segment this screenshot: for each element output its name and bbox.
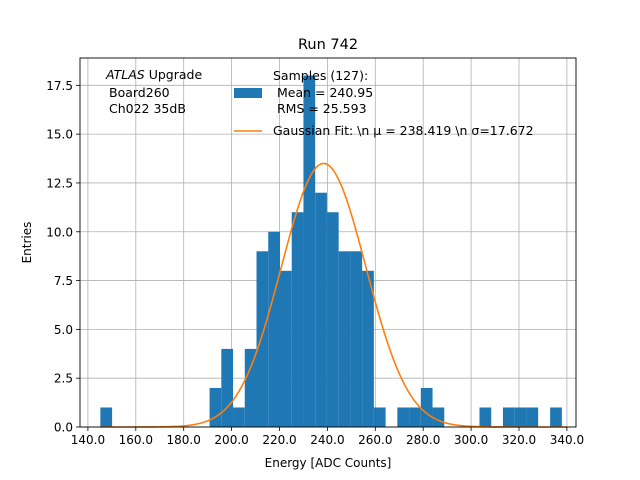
histogram-bar: [502, 407, 515, 427]
x-tick-label: 300.0: [454, 433, 488, 447]
y-axis-ticks: 0.0 2.5 5.0 7.5 10.0 12.5 15.0 17.5: [46, 79, 80, 435]
histogram-bar: [514, 407, 527, 427]
x-tick-label: 180.0: [167, 433, 201, 447]
histogram-bar: [338, 251, 351, 427]
y-tick-label: 17.5: [46, 79, 73, 93]
histogram-bar: [279, 270, 292, 427]
legend-hist-mean: Mean = 240.95: [273, 85, 373, 100]
histogram-bar: [315, 192, 327, 427]
upgrade-label: Upgrade: [145, 67, 203, 82]
histogram-bar: [526, 407, 539, 427]
histogram-bar: [550, 407, 562, 427]
x-axis-label: Energy [ADC Counts]: [265, 456, 392, 470]
histogram-bar: [420, 387, 433, 427]
histogram-bar: [244, 348, 257, 427]
histogram-bar: [268, 231, 280, 427]
y-axis-label: Entries: [20, 222, 34, 264]
x-tick-label: 340.0: [550, 433, 584, 447]
atlas-label-line: ATLAS Upgrade: [105, 67, 202, 82]
histogram-bar: [100, 407, 113, 427]
axes-frame: [79, 57, 577, 428]
histogram-bar: [233, 407, 245, 427]
histogram-bar: [479, 407, 492, 427]
histogram-bar: [409, 407, 421, 427]
y-tick-label: 7.5: [54, 274, 73, 288]
histogram-bar: [362, 270, 374, 427]
y-tick-label: 12.5: [46, 176, 73, 190]
histogram-bar: [432, 407, 445, 427]
legend-hist-swatch: [234, 88, 262, 98]
x-tick-label: 200.0: [214, 433, 248, 447]
x-tick-label: 160.0: [119, 433, 153, 447]
histogram-bar: [209, 387, 222, 427]
legend-fit-label: Gaussian Fit: \n μ = 238.419 \n σ=17.672: [273, 123, 534, 138]
y-tick-label: 10.0: [46, 225, 73, 239]
x-tick-label: 280.0: [406, 433, 440, 447]
histogram-bar: [397, 407, 410, 427]
legend: Samples (127): Mean = 240.95 RMS = 25.59…: [234, 68, 534, 138]
legend-hist-rms: RMS = 25.593: [273, 101, 367, 116]
histogram-bar: [326, 212, 339, 427]
atlas-label: ATLAS: [105, 67, 145, 82]
y-tick-label: 0.0: [54, 421, 73, 435]
histogram-bar: [303, 75, 316, 428]
x-tick-label: 320.0: [502, 433, 536, 447]
y-tick-label: 5.0: [54, 323, 73, 337]
histogram-bar: [221, 348, 234, 427]
histogram-bar: [291, 212, 304, 427]
board-label: Board260: [109, 85, 170, 100]
x-tick-label: 260.0: [358, 433, 392, 447]
chart-title: Run 742: [298, 37, 358, 53]
legend-hist-title: Samples (127):: [273, 68, 368, 83]
y-tick-label: 15.0: [46, 128, 73, 142]
x-tick-label: 140.0: [71, 433, 105, 447]
histogram-bar: [350, 251, 363, 427]
channel-label: Ch022 35dB: [109, 101, 186, 116]
x-axis-ticks: 140.0 160.0 180.0 200.0 220.0 240.0 260.0 280.0…: [71, 427, 584, 447]
x-tick-label: 220.0: [262, 433, 296, 447]
histogram-bar: [373, 407, 386, 427]
histogram-bars: [100, 75, 562, 428]
x-tick-label: 240.0: [310, 433, 344, 447]
histogram-bar: [256, 251, 269, 427]
atlas-annotation: ATLAS Upgrade Board260 Ch022 35dB: [105, 67, 202, 116]
y-tick-label: 2.5: [54, 372, 73, 386]
